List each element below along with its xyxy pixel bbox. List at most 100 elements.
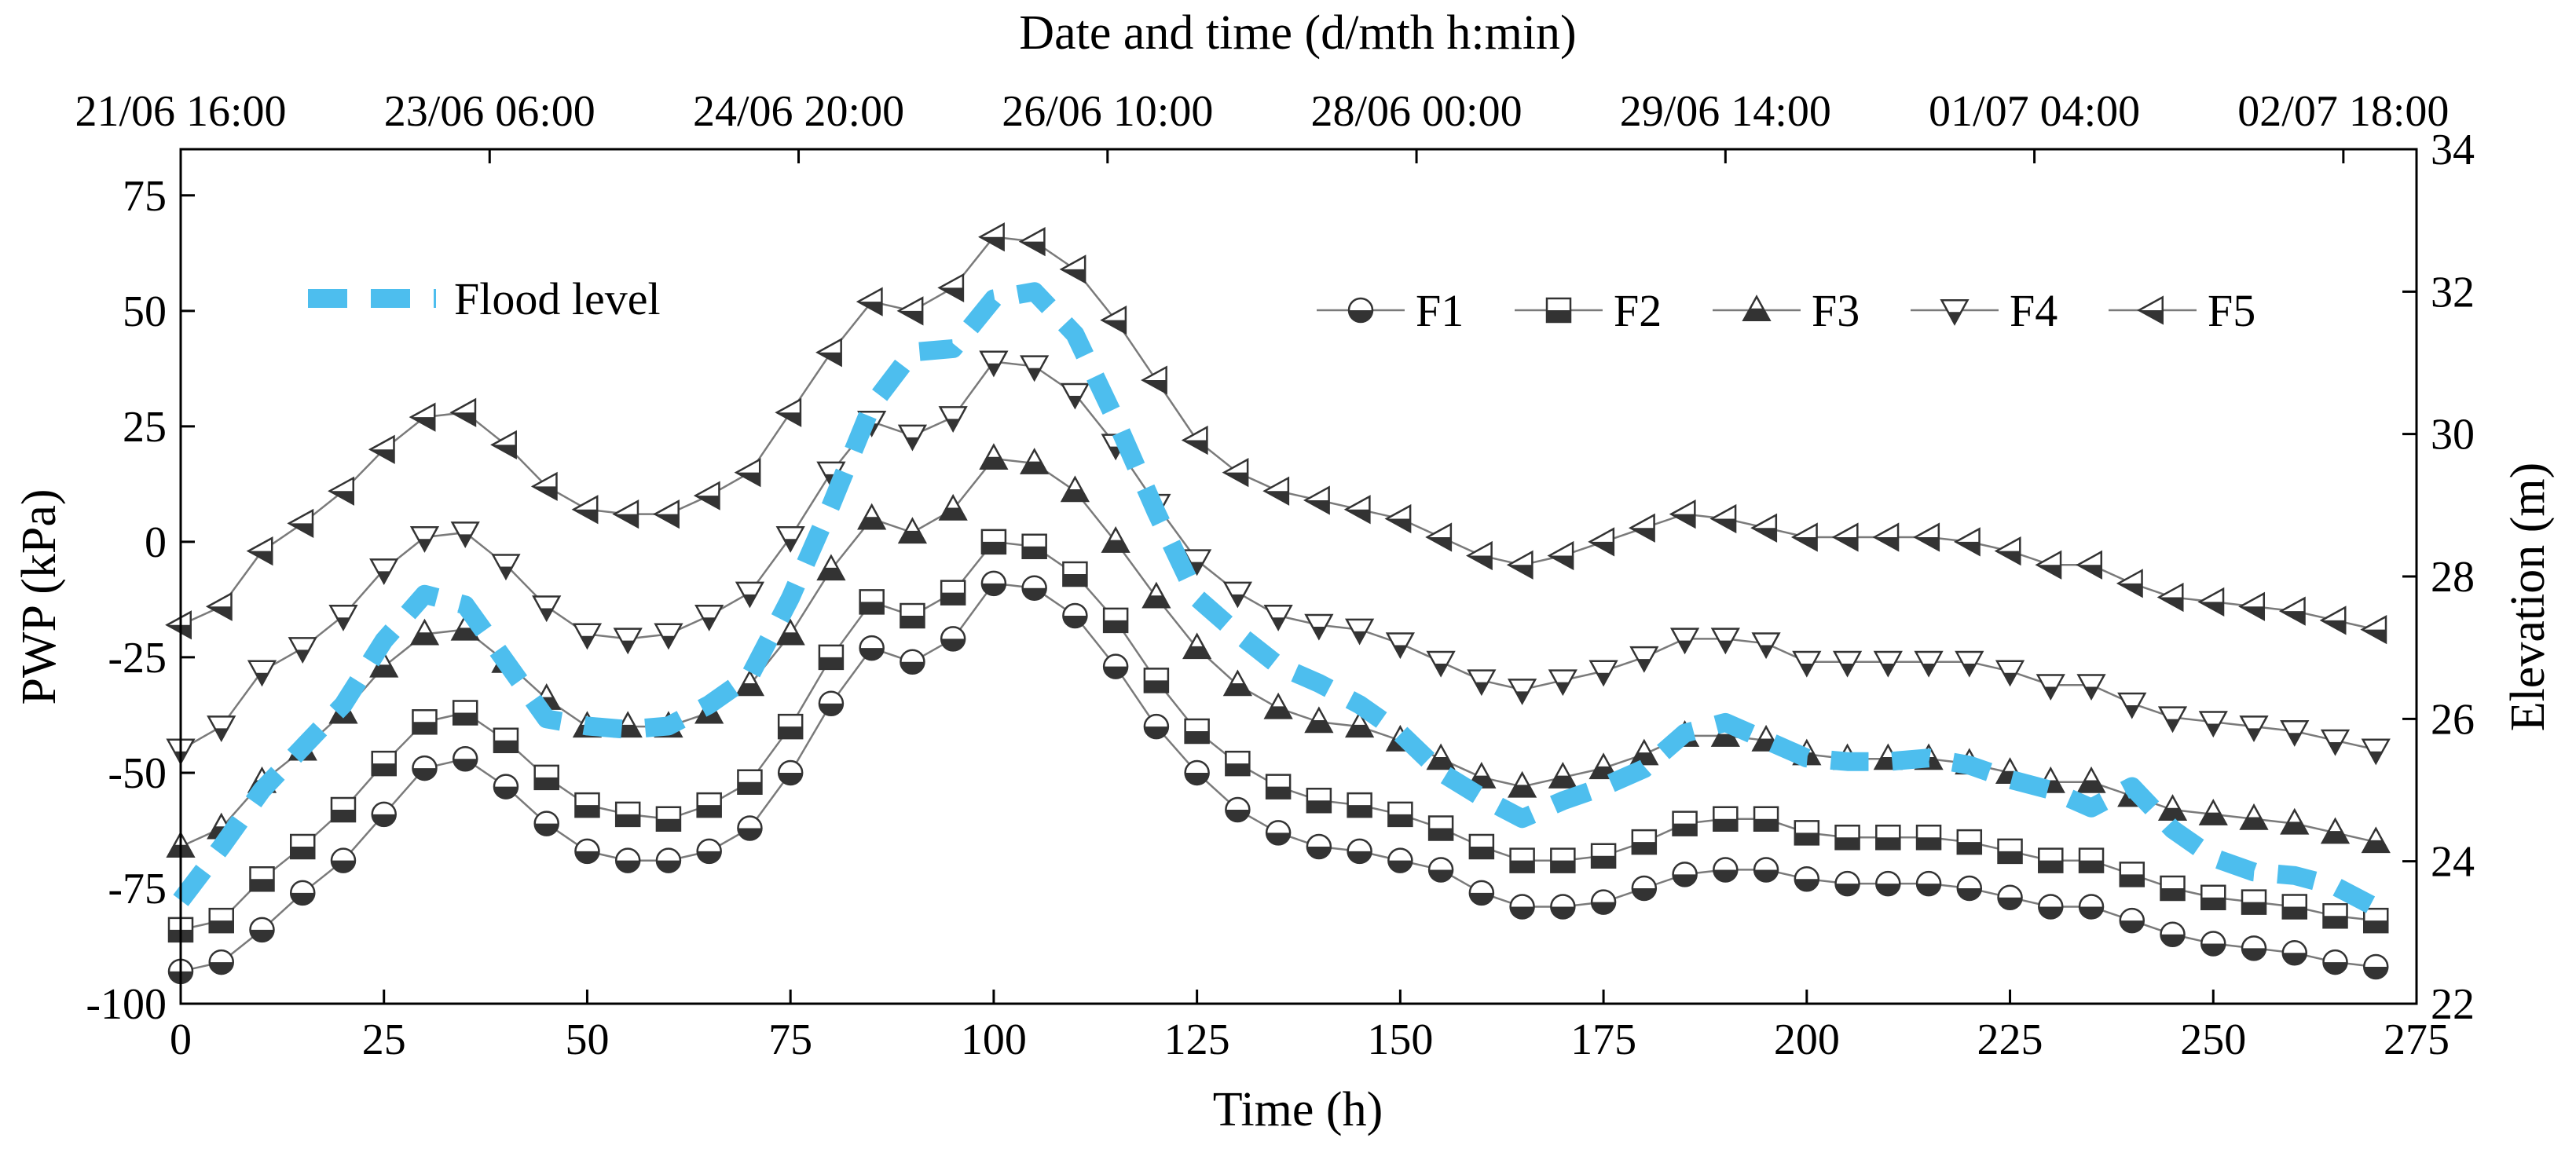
marker-fill [1387,518,1411,532]
legend-marker [1347,297,1374,324]
marker-fill [946,419,960,431]
marker-fill [621,640,635,653]
marker-fill [899,530,925,543]
marker-fill [1998,851,2022,863]
point-f1 [655,847,682,873]
point-f4 [1507,679,1537,705]
marker-fill [1306,847,1331,859]
marker-fill [1226,809,1250,821]
marker-fill [372,763,396,776]
point-f5 [1831,522,1859,552]
marker-fill [1673,823,1697,836]
marker-fill [1312,627,1326,639]
marker-fill [499,566,513,579]
point-f2 [1062,561,1088,587]
point-f5 [1790,522,1818,552]
marker-fill [1754,869,1779,882]
marker-fill [1021,461,1048,474]
marker-fill [1305,499,1329,514]
point-f2 [452,700,478,726]
x2-tick-label: 28/06 00:00 [1310,87,1522,136]
marker-fill [2044,686,2058,699]
point-f4 [775,526,805,553]
point-f3 [1263,692,1293,719]
point-f4 [1832,650,1863,678]
point-f3 [735,669,765,697]
marker-fill [493,740,518,752]
point-f2 [2363,907,2389,934]
marker-fill [779,726,803,739]
marker-fill [1671,514,1695,528]
marker-fill [371,664,398,677]
marker-fill [2077,565,2101,578]
point-f4 [1955,650,1984,678]
marker-fill [1306,720,1332,733]
point-f2 [940,580,966,606]
marker-fill [1678,640,1691,653]
point-f1 [1509,894,1535,920]
marker-fill [900,661,925,674]
x-tick-label: 125 [1164,1015,1230,1064]
point-f5 [1018,227,1046,257]
marker-fill [981,541,1006,554]
point-f1 [2160,921,2186,948]
point-f1 [1468,880,1495,906]
marker-fill [451,412,475,426]
point-f5 [1872,522,1900,552]
marker-fill [1022,587,1046,600]
point-f1 [452,746,478,772]
marker-fill [1475,682,1489,694]
x-tick-label: 100 [961,1015,1027,1064]
marker-fill [1271,617,1285,630]
point-f4 [1345,618,1375,646]
marker-fill [534,823,559,836]
point-f2 [1347,792,1372,818]
point-f5 [165,610,192,640]
point-f2 [1753,806,1779,832]
marker-fill [817,352,841,366]
point-f4 [2320,729,2351,756]
marker-fill [980,456,1007,469]
point-f2 [533,764,559,791]
marker-fill [1955,541,1980,555]
x2-tick-label: 29/06 14:00 [1620,87,1831,136]
series-f5 [165,222,2387,645]
marker-fill [1515,691,1529,704]
marker-fill [573,509,598,523]
point-f5 [2278,596,2306,626]
marker-fill [1353,631,1366,643]
marker-fill [2160,887,2185,900]
marker-fill [1917,884,1941,896]
marker-fill [1346,509,1370,523]
marker-fill [250,929,274,942]
point-f2 [777,713,804,740]
marker-fill [2003,672,2017,685]
point-f5 [612,499,639,529]
y2-tick-label: 22 [2431,980,2475,1029]
point-f1 [289,880,316,906]
point-f1 [533,811,559,836]
point-f3 [1182,632,1212,660]
legend-series: F1 F2 F3 F4 F5 [1317,285,2255,336]
marker-fill [452,628,478,640]
series-f1 [167,570,2389,985]
legend-item-f5: F5 [2109,285,2255,336]
point-f5 [368,434,395,464]
point-f2 [574,792,600,818]
marker-fill [1719,640,1732,653]
point-f5 [2360,615,2387,645]
marker-fill [906,437,919,449]
point-f4 [1020,355,1050,382]
marker-fill [1349,310,1372,322]
y2-tick-label: 28 [2431,553,2475,602]
point-f1 [1427,857,1454,883]
point-f4 [1060,382,1090,410]
point-f1 [1225,796,1251,823]
point-f4 [1385,632,1415,660]
x-tick-label: 175 [1570,1015,1636,1064]
point-f2 [1672,811,1698,836]
point-f5 [1181,425,1208,456]
point-f1 [900,649,925,675]
marker-fill [1063,574,1087,587]
